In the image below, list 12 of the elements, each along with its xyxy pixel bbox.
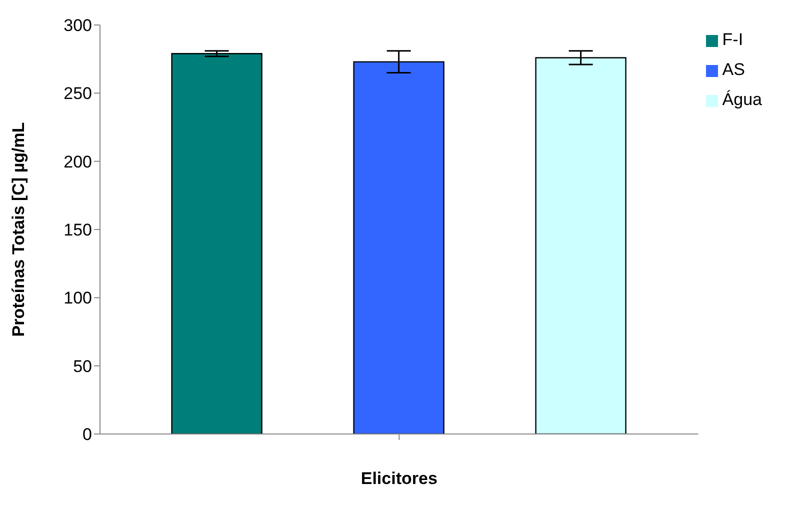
legend-label: AS (722, 60, 745, 79)
y-tick-label: 100 (64, 288, 92, 308)
y-tick-label: 0 (82, 425, 92, 444)
x-axis-title: Elicitores (360, 469, 438, 488)
y-tick-label: 200 (64, 152, 92, 172)
y-axis-title: Proteínas Totais [C] µg/mL (9, 122, 28, 337)
legend-label: F-I (722, 30, 744, 49)
legend-label: Água (722, 90, 762, 109)
y-tick-label: 50 (73, 356, 92, 376)
y-tick-label: 250 (64, 84, 92, 104)
y-tick-label: 300 (64, 16, 92, 36)
y-tick-label: 150 (64, 220, 92, 240)
